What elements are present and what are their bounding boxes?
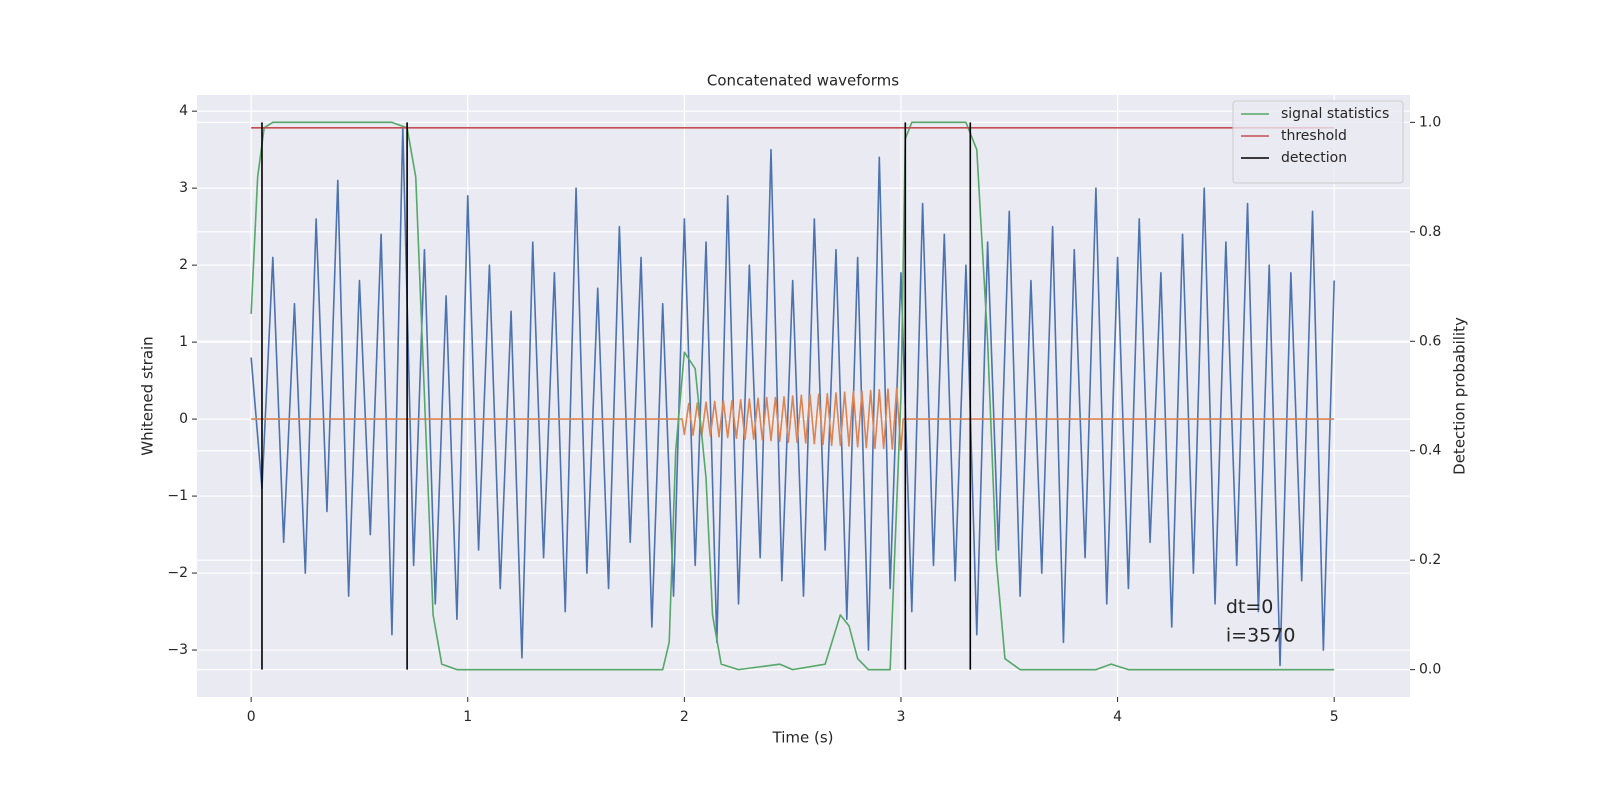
series-line (261, 122, 972, 670)
y2-tick-label: 0.8 (1419, 224, 1441, 240)
chart-title: Concatenated waveforms (707, 72, 899, 90)
series-line (251, 387, 1335, 451)
annotation: dt=0 (1226, 596, 1274, 618)
y-tick-label: −3 (167, 642, 188, 658)
series-line (250, 125, 1335, 667)
x-tick-label: 0 (247, 709, 256, 725)
y-tick-label: 4 (179, 103, 188, 119)
legend-box (1232, 100, 1404, 184)
y2-tick-label: 0.4 (1419, 443, 1441, 459)
legend-label: signal statistics (1281, 106, 1389, 122)
x-axis-label: Time (s) (772, 729, 834, 747)
x-tick-label: 5 (1330, 709, 1339, 725)
lines (250, 121, 1335, 671)
y-tick-label: 1 (179, 334, 188, 350)
y2-tick-label: 0.6 (1419, 333, 1441, 349)
y-tick-label: 0 (179, 411, 188, 427)
series-line (250, 121, 1335, 671)
y2-tick-label: 1.0 (1419, 114, 1441, 130)
x-tick-label: 3 (897, 709, 906, 725)
overlay: 0 1 2 3 4 5 −3 −2 −1 0 1 2 3 4 0.0 0.2 0.4 0.6 0.8 1.0 dt=0 i… (167, 100, 1441, 725)
legend-label: detection (1281, 150, 1347, 166)
y-tick-label: 2 (179, 257, 188, 273)
annotation: i=3570 (1226, 625, 1296, 647)
y2-tick-label: 0.0 (1419, 662, 1441, 678)
y-tick-label: −2 (167, 565, 188, 581)
y2-tick-label: 0.2 (1419, 552, 1441, 568)
legend-label: threshold (1281, 128, 1347, 144)
x-tick-label: 1 (463, 709, 472, 725)
y-tick-label: 3 (179, 180, 188, 196)
y-axis-label: Whitened strain (139, 336, 157, 455)
x-tick-label: 4 (1113, 709, 1122, 725)
y2-axis-label: Detection probability (1451, 317, 1469, 475)
x-tick-label: 2 (680, 709, 689, 725)
y-tick-label: −1 (167, 488, 188, 504)
